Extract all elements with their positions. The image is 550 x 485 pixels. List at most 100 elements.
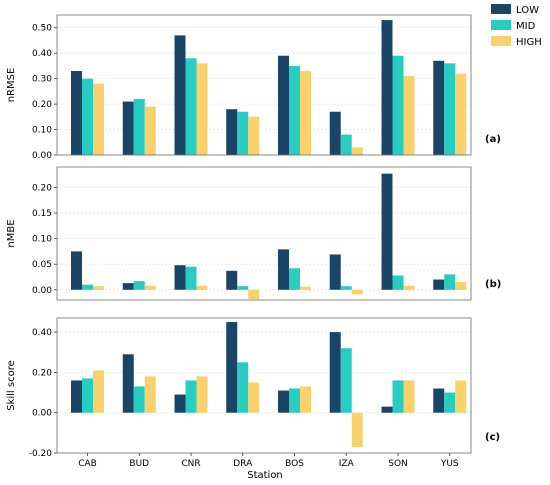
bar-b-high-son bbox=[403, 285, 415, 290]
legend-swatch-low bbox=[491, 4, 511, 14]
bar-c-high-cnr bbox=[196, 376, 208, 413]
bar-a-high-cnr bbox=[196, 63, 208, 156]
bar-a-mid-yus bbox=[444, 63, 456, 156]
bar-a-high-bos bbox=[300, 71, 311, 155]
bar-a-low-bud bbox=[122, 101, 134, 155]
bar-b-high-yus bbox=[455, 282, 467, 290]
bar-c-mid-cnr bbox=[185, 380, 197, 413]
y-tick-label: 0.30 bbox=[32, 75, 52, 85]
bar-a-high-bud bbox=[144, 106, 156, 155]
panel-tag: (c) bbox=[485, 432, 500, 443]
bar-a-mid-son bbox=[392, 55, 404, 155]
bar-a-mid-cnr bbox=[185, 58, 197, 155]
bar-a-low-son bbox=[381, 20, 393, 155]
bar-b-high-iza bbox=[351, 289, 363, 295]
bar-a-low-yus bbox=[433, 60, 445, 156]
bar-c-mid-bud bbox=[133, 386, 145, 413]
panel-a: 0.00 0.10 0.20 0.30 0.40 0.50 nRMSE (a) bbox=[6, 14, 501, 161]
bar-b-high-bud bbox=[144, 285, 156, 290]
x-tick-label: DRA bbox=[233, 459, 253, 469]
bar-a-mid-dra bbox=[237, 111, 249, 155]
panel-frame bbox=[56, 166, 472, 301]
bar-c-high-son bbox=[403, 380, 415, 413]
y-tick-label: 0.10 bbox=[32, 126, 52, 136]
y-axis-title: Skill score bbox=[6, 360, 17, 411]
y-tick-label: 0.05 bbox=[32, 260, 52, 270]
y-tick-label: 0.00 bbox=[32, 409, 52, 419]
bar-c-low-bud bbox=[122, 354, 134, 413]
bar-b-mid-dra bbox=[237, 286, 249, 290]
panel-tag: (b) bbox=[485, 279, 501, 290]
y-axis-title: nMBE bbox=[6, 219, 17, 247]
panels-layer: 0.00 0.10 0.20 0.30 0.40 0.50 nRMSE (a) 0.00 0.05… bbox=[6, 14, 501, 469]
bar-a-high-son bbox=[403, 76, 415, 155]
x-tick-label: CNR bbox=[181, 459, 200, 469]
bar-b-high-cab bbox=[93, 286, 104, 290]
x-tick-label: BOS bbox=[285, 459, 304, 469]
bar-a-mid-bud bbox=[133, 99, 145, 155]
legend-swatch-mid bbox=[491, 20, 511, 30]
bar-b-mid-yus bbox=[444, 274, 456, 290]
panel-frame bbox=[56, 317, 472, 454]
bar-c-low-yus bbox=[433, 388, 445, 413]
bar-a-high-yus bbox=[455, 73, 467, 155]
bar-a-mid-bos bbox=[289, 65, 300, 155]
x-tick-label: CAB bbox=[78, 459, 97, 469]
bar-c-high-yus bbox=[455, 380, 467, 413]
y-tick-label: 0.40 bbox=[32, 49, 52, 59]
bar-b-low-bos bbox=[278, 249, 289, 290]
y-tick-label: 0.10 bbox=[32, 235, 52, 245]
panel-frame bbox=[56, 14, 472, 156]
bar-a-low-bos bbox=[278, 55, 289, 155]
bar-c-mid-iza bbox=[340, 348, 352, 413]
legend-label-high: HIGH bbox=[516, 37, 542, 48]
bar-a-mid-iza bbox=[340, 134, 352, 155]
bar-c-mid-dra bbox=[237, 362, 249, 413]
panel-tag: (a) bbox=[485, 134, 501, 145]
bar-c-low-bos bbox=[278, 390, 289, 413]
bar-b-low-cnr bbox=[174, 265, 186, 290]
y-tick-label: 0.50 bbox=[32, 24, 52, 34]
bar-b-mid-bos bbox=[289, 268, 300, 290]
bar-b-mid-iza bbox=[340, 286, 352, 290]
bar-b-high-cnr bbox=[196, 285, 208, 290]
legend: LOW MID HIGH bbox=[491, 4, 542, 48]
bar-b-low-dra bbox=[226, 270, 238, 290]
y-tick-label: 0.00 bbox=[32, 286, 52, 296]
bar-a-mid-cab bbox=[82, 78, 93, 155]
bar-c-high-iza bbox=[351, 412, 363, 447]
bar-a-high-cab bbox=[93, 83, 104, 155]
x-tick-label: YUS bbox=[440, 459, 459, 469]
y-tick-label: 0.20 bbox=[32, 183, 52, 193]
bar-a-low-iza bbox=[329, 111, 341, 155]
y-tick-label: 0.20 bbox=[32, 100, 52, 110]
bar-c-low-cab bbox=[71, 380, 82, 413]
bar-a-low-cab bbox=[71, 71, 82, 155]
bar-c-mid-yus bbox=[444, 392, 456, 413]
bar-c-high-cab bbox=[93, 370, 104, 413]
x-tick-label: SON bbox=[388, 459, 408, 469]
bar-c-mid-son bbox=[392, 380, 404, 413]
y-tick-label: 0.00 bbox=[32, 151, 52, 161]
legend-swatch-high bbox=[491, 36, 511, 46]
bar-c-high-bud bbox=[144, 376, 156, 413]
bar-b-low-cab bbox=[71, 251, 82, 290]
y-tick-label: 0.20 bbox=[32, 368, 52, 378]
bar-c-low-son bbox=[381, 406, 393, 413]
bar-b-mid-cnr bbox=[185, 266, 197, 290]
bar-a-low-dra bbox=[226, 109, 238, 155]
y-tick-label: 0.15 bbox=[32, 209, 52, 219]
legend-label-low: LOW bbox=[516, 5, 539, 16]
y-axis-title: nRMSE bbox=[6, 68, 17, 103]
bar-b-mid-cab bbox=[82, 284, 93, 290]
bar-b-mid-bud bbox=[133, 281, 145, 290]
x-axis-title: Station bbox=[247, 470, 283, 481]
y-tick-label: 0.40 bbox=[32, 328, 52, 338]
bar-b-low-bud bbox=[122, 283, 134, 290]
bar-b-low-yus bbox=[433, 279, 445, 290]
bar-b-mid-son bbox=[392, 275, 404, 290]
legend-label-mid: MID bbox=[516, 21, 536, 32]
bar-b-low-iza bbox=[329, 254, 341, 290]
bar-c-low-iza bbox=[329, 332, 341, 413]
bar-c-mid-cab bbox=[82, 378, 93, 413]
